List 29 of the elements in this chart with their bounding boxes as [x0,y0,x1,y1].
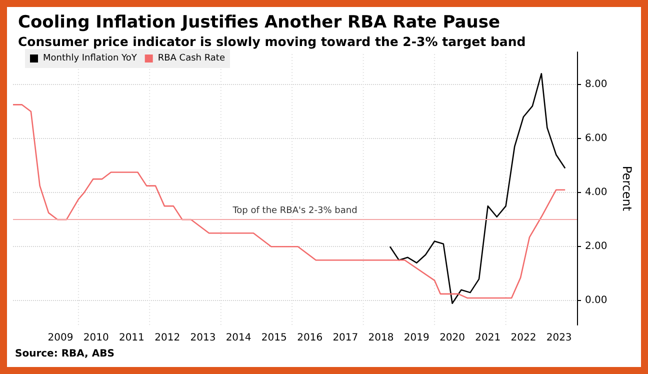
chart-title: Cooling Inflation Justifies Another RBA Rate Pause [18,12,500,32]
y-tick-label: 0.00 [585,295,608,306]
ref-line-label: Top of the RBA's 2-3% band [232,206,358,216]
x-tick-label: 2019 [404,332,430,344]
y-tick-label: 8.00 [585,78,608,90]
legend-label: RBA Cash Rate [158,54,226,64]
x-tick-label: 2022 [510,332,536,344]
y-tick-label: 6.00 [585,132,608,144]
x-tick-label: 2015 [261,332,287,344]
y-tick-label: 2.00 [585,241,608,252]
x-tick-label: 2021 [475,332,501,344]
y-axis-title: Percent [620,166,634,212]
x-tick-label: 2018 [368,332,394,344]
source-note: Source: RBA, ABS [15,348,114,360]
x-tick-label: 2017 [332,332,358,344]
y-tick-label: 4.00 [585,187,608,198]
x-tick-label: 2016 [297,332,323,344]
x-tick-label: 2011 [118,332,144,344]
chart-subtitle: Consumer price indicator is slowly moving toward the 2-3% target band [18,34,526,49]
x-tick-label: 2020 [440,332,466,344]
x-tick-label: 2009 [48,332,74,344]
x-tick-label: 2012 [154,332,180,344]
x-tick-label: 2014 [226,332,252,344]
x-tick-label: 2013 [190,332,216,344]
line-series [389,72,566,304]
x-tick-label: 2023 [546,332,572,344]
line-series [12,104,566,299]
legend-label: Monthly Inflation YoY [43,54,138,64]
x-tick-label: 2010 [83,332,109,344]
